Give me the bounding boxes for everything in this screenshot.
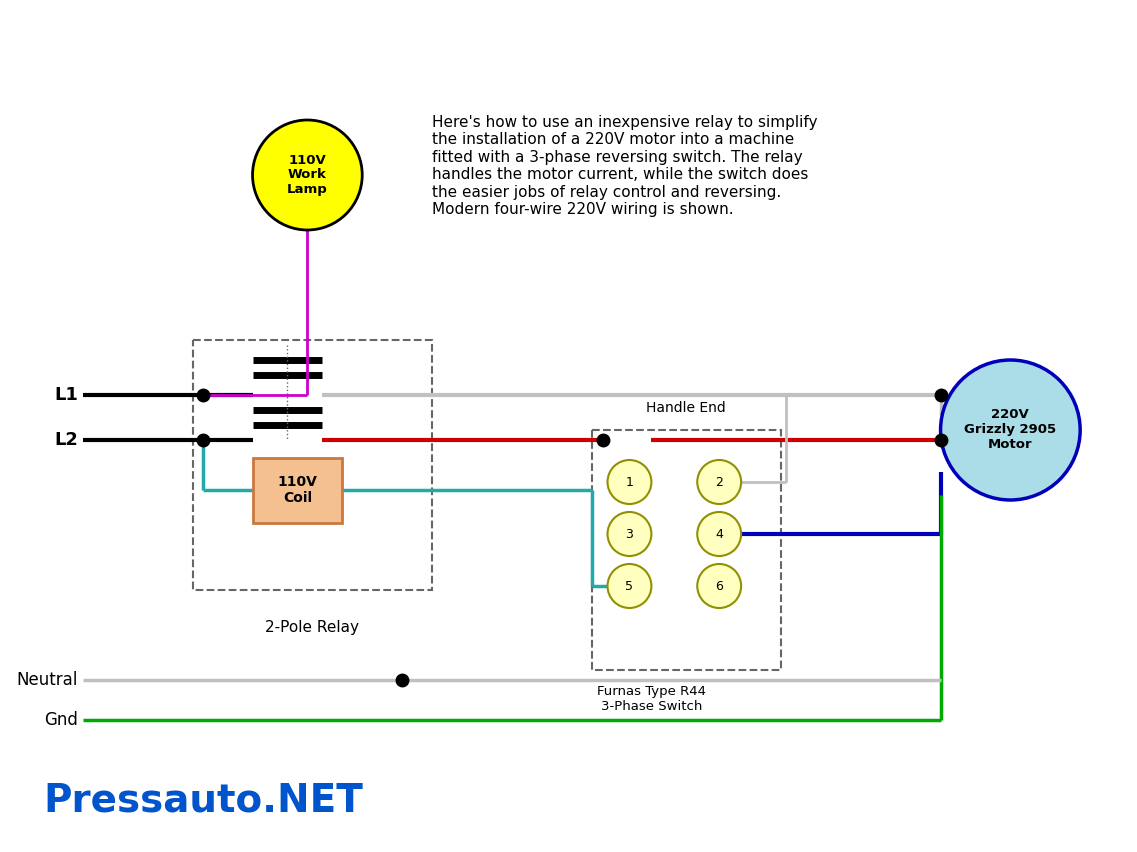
Circle shape — [607, 460, 652, 504]
Text: 5: 5 — [625, 579, 633, 592]
Text: Furnas Type R44
3-Phase Switch: Furnas Type R44 3-Phase Switch — [597, 685, 706, 713]
Bar — [591, 430, 781, 670]
Text: 110V
Work
Lamp: 110V Work Lamp — [287, 153, 327, 197]
Bar — [192, 340, 432, 590]
Circle shape — [252, 120, 363, 230]
Text: 3: 3 — [625, 527, 633, 540]
Text: 1: 1 — [625, 475, 633, 488]
Text: L2: L2 — [55, 431, 78, 449]
Text: 2: 2 — [715, 475, 723, 488]
FancyBboxPatch shape — [252, 458, 342, 522]
Text: Neutral: Neutral — [17, 671, 78, 689]
Circle shape — [940, 360, 1080, 500]
Circle shape — [607, 512, 652, 556]
Text: 220V
Grizzly 2905
Motor: 220V Grizzly 2905 Motor — [964, 408, 1056, 452]
Text: Pressauto.NET: Pressauto.NET — [43, 782, 363, 820]
Text: L1: L1 — [55, 386, 78, 404]
Text: 110V
Coil: 110V Coil — [277, 475, 317, 505]
Text: 6: 6 — [715, 579, 723, 592]
Circle shape — [607, 564, 652, 608]
Text: Handle End: Handle End — [647, 401, 727, 415]
Text: Gnd: Gnd — [44, 711, 78, 729]
Circle shape — [697, 460, 741, 504]
Text: 2-Pole Relay: 2-Pole Relay — [265, 620, 359, 635]
Circle shape — [697, 512, 741, 556]
Text: 4: 4 — [715, 527, 723, 540]
Circle shape — [697, 564, 741, 608]
Text: Here's how to use an inexpensive relay to simplify
the installation of a 220V mo: Here's how to use an inexpensive relay t… — [432, 115, 818, 217]
